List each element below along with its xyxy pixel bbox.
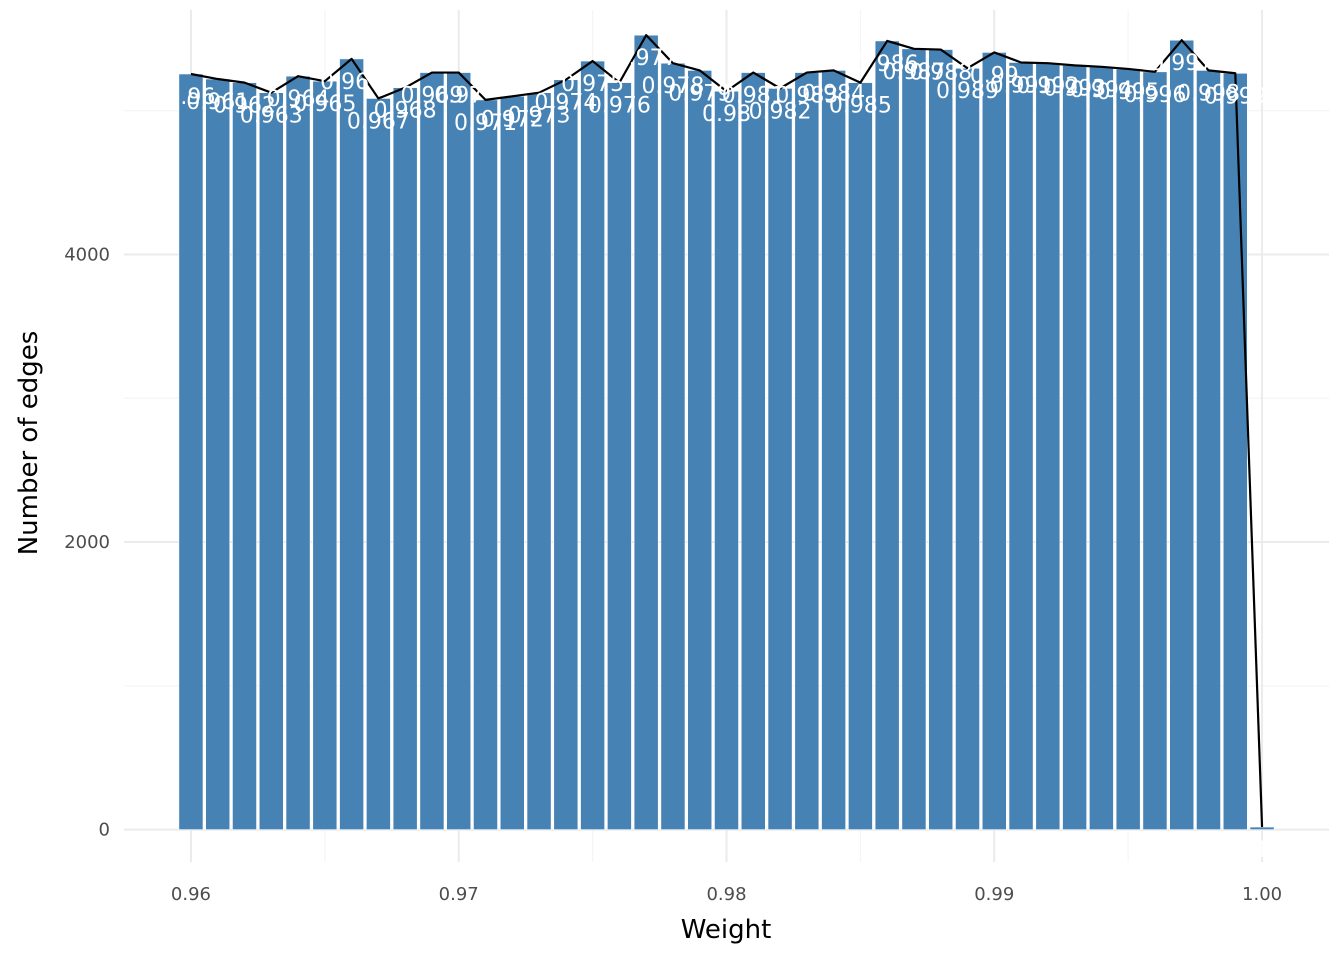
x-tick-label: 0.98 [706, 884, 746, 905]
bar-label: 0.986 [856, 52, 919, 77]
x-tick-label: 0.96 [171, 884, 211, 905]
bar-label: 0.981 [722, 84, 785, 109]
bar-label: 0.966 [320, 70, 383, 95]
bar-label: 0.975 [561, 72, 624, 97]
bar-label: 0.995 [1097, 80, 1160, 105]
bar-label: 1 [1255, 838, 1269, 863]
bar-label: 0.987 [882, 60, 945, 85]
bar [607, 82, 632, 830]
bar-layer [178, 34, 1275, 830]
bar [714, 90, 739, 830]
bar [1222, 72, 1248, 830]
bar-label: 0.998 [1177, 81, 1240, 106]
bar [633, 34, 659, 830]
y-axis-title: Number of edges [14, 331, 44, 556]
bar [1249, 826, 1275, 830]
y-tick-label: 4000 [64, 244, 110, 265]
x-tick-label: 1.00 [1242, 884, 1282, 905]
bar-label: 0.968 [374, 99, 437, 124]
bar [526, 92, 552, 830]
bar-label: 0.988 [909, 61, 972, 86]
bar [660, 62, 686, 830]
bar-label: 0.965 [293, 92, 356, 117]
bar [1142, 71, 1168, 830]
bar-label: 0.972 [481, 107, 544, 132]
bar-label: 0.98 [702, 102, 751, 127]
bar-label: 0.996 [1123, 83, 1186, 108]
bar [553, 79, 579, 830]
bar [205, 78, 231, 830]
line-layer [190, 34, 1264, 828]
bar [312, 80, 338, 830]
bar [1089, 66, 1114, 830]
y-tick-label: 0 [99, 820, 110, 841]
bar-label: 0.99 [970, 63, 1019, 88]
bar [1169, 39, 1195, 830]
bar [499, 95, 525, 830]
bar [178, 73, 204, 830]
bar [1008, 62, 1034, 830]
bar [901, 48, 927, 830]
bar [740, 72, 766, 830]
x-tick-label: 0.97 [439, 884, 479, 905]
bar-label: 0.983 [775, 84, 838, 109]
bar-label: 0.96 [166, 85, 215, 110]
tick-layer: 0.96 0.97 0.98 0.99 1.00 0 2000 4000 [64, 244, 1282, 905]
bar [258, 92, 284, 830]
bar-label: 0.964 [267, 87, 330, 112]
bar-label: 0.989 [936, 79, 999, 104]
bar [232, 82, 257, 830]
bar-label: 0.985 [829, 94, 892, 119]
bar-label: 0.978 [641, 74, 704, 99]
bar-label: 0.994 [1070, 78, 1133, 103]
bar [981, 52, 1007, 830]
bar [1035, 62, 1061, 830]
y-tick-label: 2000 [64, 532, 110, 553]
bar [687, 70, 713, 830]
bar [285, 75, 311, 830]
bar-label: 0.961 [186, 90, 249, 115]
bar-label: 0.967 [347, 109, 410, 134]
x-tick-label: 0.99 [974, 884, 1014, 905]
bar [419, 72, 445, 830]
bar-label: 0.992 [1016, 74, 1079, 99]
bar [473, 99, 498, 830]
bar-label: 0.991 [990, 73, 1053, 98]
bar-label: 0.974 [534, 91, 597, 116]
bar [874, 40, 900, 830]
bar [1196, 70, 1221, 830]
bar [848, 82, 873, 830]
bar [446, 72, 472, 830]
x-axis-title: Weight [681, 915, 772, 945]
bar-label: 0.963 [240, 104, 303, 129]
bar [821, 70, 846, 830]
bar-label: 0.971 [454, 111, 517, 136]
bar-label: 0.979 [668, 81, 731, 106]
bar-label: 0.999 [1204, 84, 1267, 109]
bar-label: 0.977 [615, 46, 678, 71]
bar [392, 87, 418, 830]
bar [767, 88, 793, 830]
bar-label: 0.982 [749, 99, 812, 124]
bar-label: 0.976 [588, 94, 651, 119]
bar [580, 60, 605, 830]
bar-label: 0.97 [434, 84, 483, 109]
bar [366, 98, 391, 830]
bar-label: 0.993 [1043, 76, 1106, 101]
bar-label: 0.973 [508, 104, 571, 129]
bar-label: 0.997 [1150, 51, 1213, 76]
bar [339, 58, 364, 830]
bar-label: 0.984 [802, 81, 865, 106]
bar [955, 67, 980, 830]
bar-label-layer: 0.960.9610.9620.9630.9640.9650.9660.9670… [166, 46, 1269, 863]
bar [928, 49, 954, 830]
bar [1062, 65, 1087, 830]
bar-label: 0.969 [400, 84, 463, 109]
series-line [190, 34, 1264, 828]
bar-label: 0.962 [213, 94, 276, 119]
bar [1115, 68, 1141, 830]
bar [794, 72, 820, 830]
